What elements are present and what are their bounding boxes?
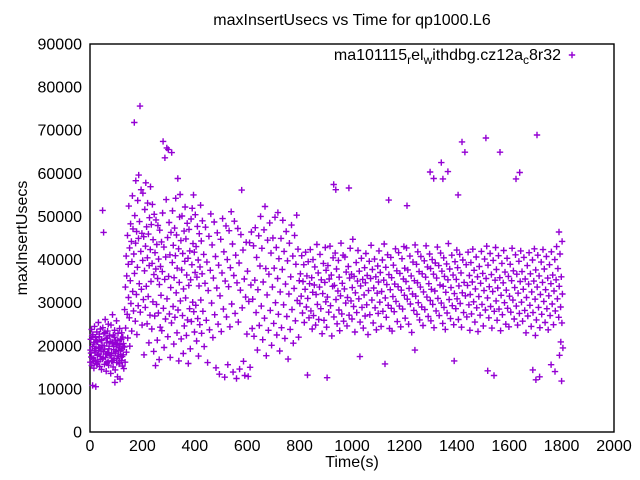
- y-tick-label: 10000: [38, 381, 83, 398]
- plot-frame: [89, 43, 615, 433]
- x-tick-label: 400: [181, 438, 208, 455]
- x-tick-label: 1200: [387, 438, 423, 455]
- legend-sample-marker-icon: [568, 51, 576, 59]
- x-tick-label: 0: [86, 438, 95, 455]
- x-tick-label: 1400: [439, 438, 475, 455]
- y-tick-label: 50000: [38, 209, 83, 226]
- scatter-points: [87, 102, 567, 390]
- x-tick-label: 600: [234, 438, 261, 455]
- legend-label: ma101115relwithdbg.cz12ac8r32: [334, 47, 561, 67]
- x-tick-label: 1600: [491, 438, 527, 455]
- x-tick-label: 1800: [544, 438, 580, 455]
- y-tick-label: 60000: [38, 166, 83, 183]
- y-tick-label: 40000: [38, 252, 83, 269]
- tick-labels: 0 200 400 600 800 1000 1200 1400 1600 1800 2000010…: [38, 37, 632, 456]
- y-tick-label: 20000: [38, 338, 83, 355]
- y-tick-label: 70000: [38, 123, 83, 140]
- chart-title: maxInsertUsecs vs Time for qp1000.L6: [213, 12, 491, 29]
- x-tick-label: 2000: [596, 438, 632, 455]
- y-tick-label: 90000: [38, 37, 83, 54]
- y-tick-label: 80000: [38, 80, 83, 97]
- y-tick-label: 30000: [38, 295, 83, 312]
- x-axis-label: Time(s): [325, 454, 379, 471]
- y-axis-label: maxInsertUsecs: [14, 181, 31, 296]
- y-tick-label: 0: [73, 425, 82, 442]
- x-tick-label: 800: [286, 438, 313, 455]
- x-tick-label: 1000: [334, 438, 370, 455]
- x-tick-label: 200: [129, 438, 156, 455]
- legend: ma101115relwithdbg.cz12ac8r32: [334, 47, 576, 67]
